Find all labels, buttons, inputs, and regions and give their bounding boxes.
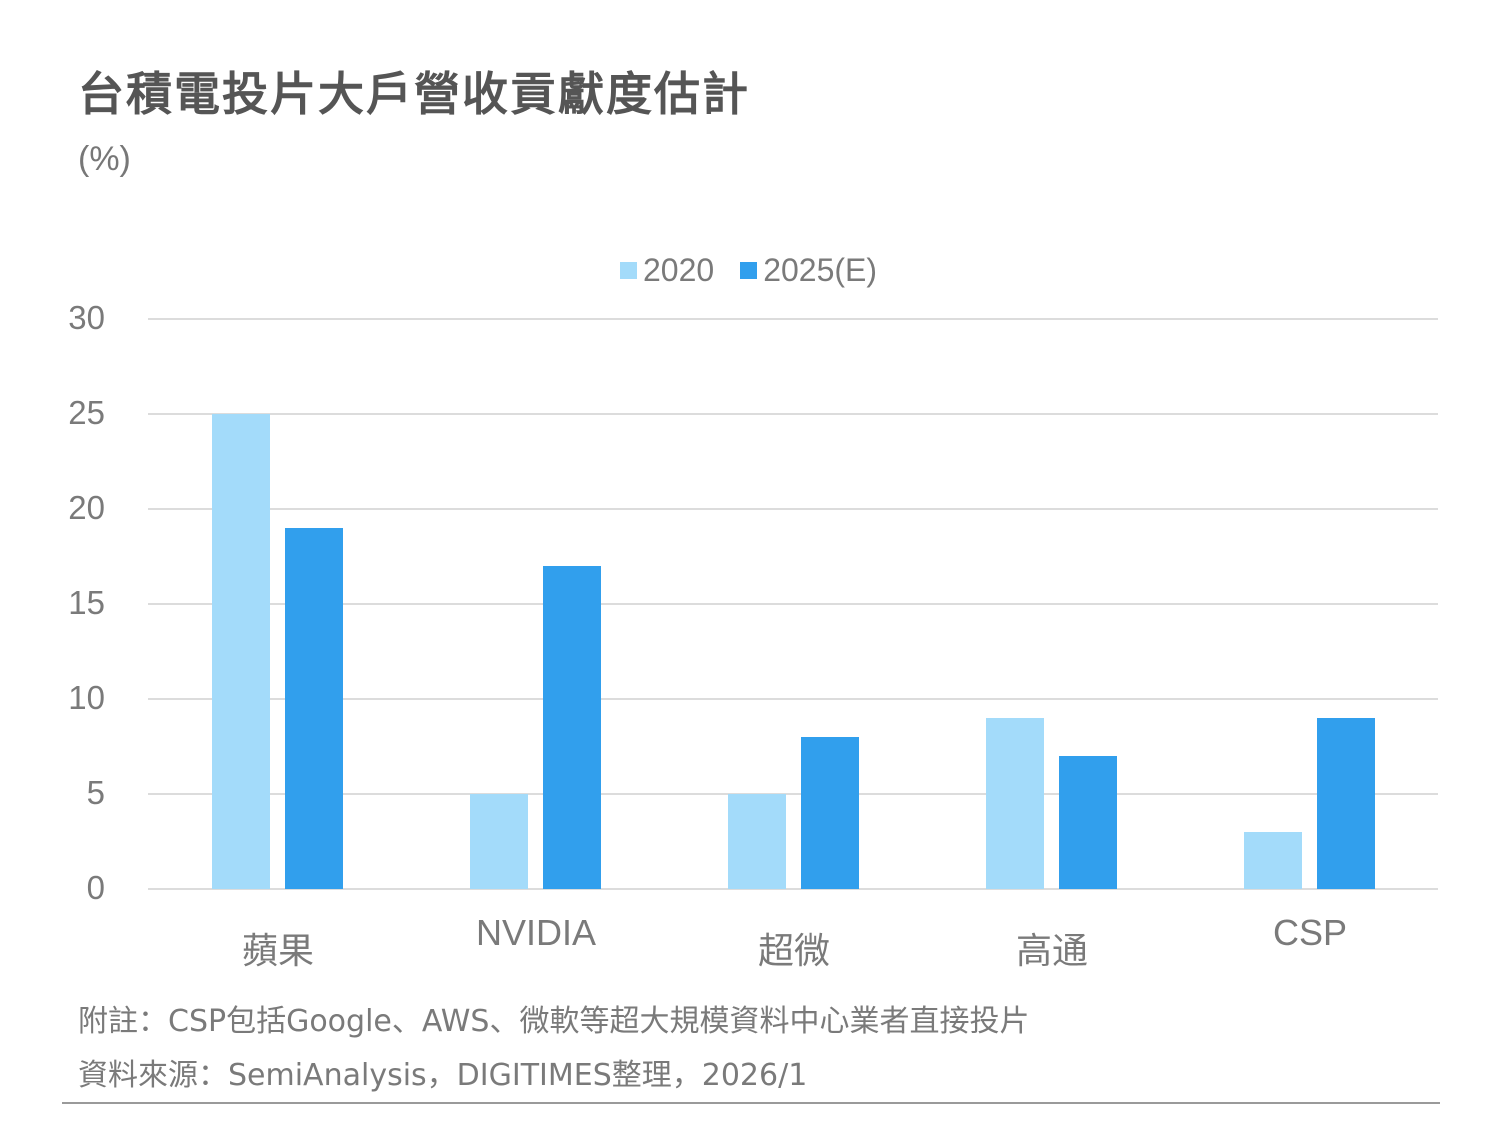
bottom-divider [62, 1102, 1440, 1104]
bar-2020-0 [212, 414, 270, 889]
legend-swatch-2025e [740, 262, 758, 279]
y-tick-label: 25 [68, 394, 105, 431]
legend: 2020 2025(E) [620, 252, 903, 289]
gridline-25 [148, 413, 1438, 415]
source-note: 資料來源：SemiAnalysis，DIGITIMES整理，2026/1 [78, 1058, 808, 1093]
gridline-10 [148, 698, 1438, 700]
gridline-5 [148, 793, 1438, 795]
legend-item-2020: 2020 [620, 252, 714, 289]
x-category-label: 高通 [1015, 931, 1088, 972]
y-tick-label: 20 [68, 489, 105, 526]
x-category-label: 蘋果 [241, 931, 314, 972]
gridline-15 [148, 603, 1438, 605]
y-tick-label: 10 [68, 679, 105, 716]
bar-2025e-0 [285, 528, 343, 889]
legend-swatch-2020 [620, 262, 637, 279]
legend-item-2025e: 2025(E) [740, 252, 877, 289]
bar-2025e-1 [543, 566, 601, 889]
gridline-0 [148, 888, 1438, 890]
footnote: 附註：CSP包括Google、AWS、微軟等超大規模資料中心業者直接投片 [78, 1004, 1030, 1039]
bar-2025e-3 [1059, 756, 1117, 889]
gridline-30 [148, 318, 1438, 320]
x-category-label: 超微 [757, 931, 830, 972]
bar-2020-4 [1244, 832, 1302, 889]
y-tick-label: 0 [86, 869, 105, 906]
y-tick-label: 5 [86, 774, 105, 811]
y-tick-label: 15 [68, 584, 105, 621]
gridline-20 [148, 508, 1438, 510]
bar-2020-3 [986, 718, 1044, 889]
y-axis-unit: (%) [78, 140, 131, 178]
chart-title: 台積電投片大戶營收貢獻度估計 [78, 67, 750, 121]
x-category-label: NVIDIA [475, 912, 597, 953]
x-category-label: CSP [1272, 912, 1348, 953]
y-tick-label: 30 [68, 299, 105, 336]
bar-2020-2 [728, 794, 786, 889]
bar-2025e-4 [1317, 718, 1375, 889]
bar-2025e-2 [801, 737, 859, 889]
legend-label-2020: 2020 [643, 252, 715, 288]
legend-label-2025e: 2025(E) [763, 252, 878, 288]
bar-2020-1 [470, 794, 528, 889]
